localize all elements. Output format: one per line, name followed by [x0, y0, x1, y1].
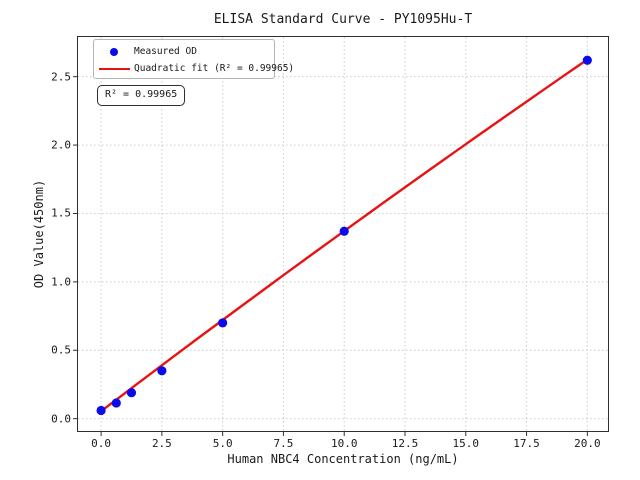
x-tick-label: 7.5 — [273, 437, 294, 450]
x-tick-label: 5.0 — [212, 437, 233, 450]
y-tick-label: 1.5 — [51, 206, 71, 220]
x-tick-label: 0.0 — [91, 437, 112, 450]
chart-title: ELISA Standard Curve - PY1095Hu-T — [213, 12, 473, 27]
plot-area — [77, 36, 609, 432]
fit-line-marker-icon — [98, 67, 130, 70]
scatter-marker-icon — [110, 47, 118, 56]
x-tick-label: 20.0 — [574, 437, 601, 450]
x-tick-label: 10.0 — [330, 437, 358, 450]
x-tick-label: 17.5 — [513, 437, 540, 450]
y-tick-label: 1.0 — [51, 275, 71, 289]
legend-item-measured-od: Measured OD — [94, 43, 274, 60]
y-tick-label: 0.5 — [51, 343, 71, 357]
legend: Measured OD Quadratic fit (R² = 0.99965) — [93, 39, 294, 79]
legend-item-quadratic-fit: Quadratic fit (R² = 0.99965) — [94, 60, 294, 77]
y-axis-label: OD Value(450nm) — [32, 179, 46, 289]
y-tick-label: 2.5 — [51, 70, 71, 84]
legend-label: Quadratic fit (R² = 0.99965) — [134, 63, 295, 74]
r-squared-annotation: R² = 0.99965 — [97, 85, 186, 106]
x-tick-label: 2.5 — [151, 437, 172, 450]
x-tick-label: 12.5 — [391, 437, 419, 450]
x-axis-label: Human NBC4 Concentration (ng/mL) — [227, 452, 459, 466]
y-tick-label: 2.0 — [51, 138, 71, 152]
x-tick-label: 15.0 — [452, 437, 480, 450]
legend-label: Measured OD — [134, 46, 197, 57]
y-tick-label: 0.0 — [51, 412, 71, 426]
